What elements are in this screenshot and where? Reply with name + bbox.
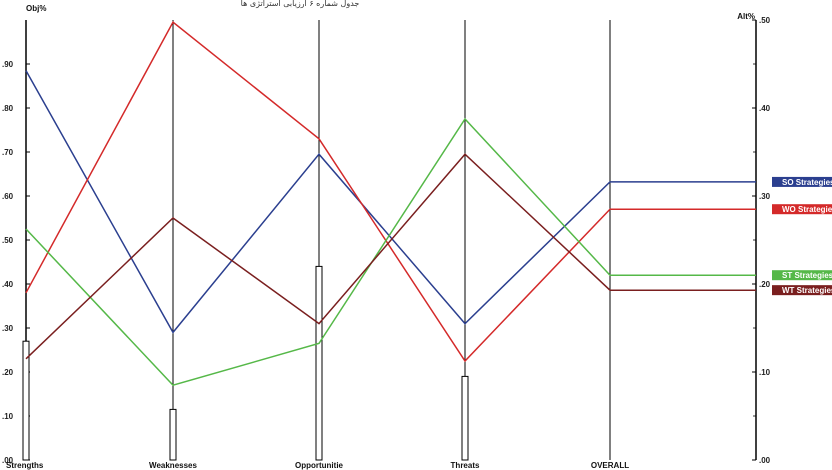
legend-label: SO Strategies [782, 178, 832, 187]
criterion-weight-bar [22, 340, 30, 461]
criterion-label: Opportunitie [295, 461, 344, 470]
right-tick-label: .30 [759, 192, 771, 201]
criterion-weight-bar [169, 408, 177, 461]
left-tick-label: .70 [2, 148, 14, 157]
criterion-label: Threats [451, 461, 480, 470]
right-tick-label: .00 [759, 456, 771, 465]
strategy-lines [25, 21, 756, 387]
axes: .00 .10 .20 .30 .40 .50 .60 .70 .80 .90 .00 .10 .20.… [2, 16, 771, 470]
left-axis-label: Obj% [26, 4, 46, 13]
right-tick-label: .50 [759, 16, 771, 25]
left-tick-label: .50 [2, 236, 14, 245]
criterion-weight-bar [315, 265, 323, 461]
left-tick-label: .90 [2, 60, 14, 69]
left-tick-label: .20 [2, 368, 14, 377]
left-tick-label: .60 [2, 192, 14, 201]
right-tick-label: .20 [759, 280, 771, 289]
legend: SO Strategies WO Strategies ST Strategies W… [772, 176, 832, 296]
series-line [25, 117, 756, 387]
criterion-weight-bar [461, 375, 469, 461]
legend-swatch [772, 270, 832, 281]
series-line [25, 153, 756, 360]
legend-swatch [772, 176, 832, 187]
left-tick-label: .40 [2, 280, 14, 289]
right-tick-label: .40 [759, 104, 771, 113]
left-tick-label: .10 [2, 412, 14, 421]
left-tick-label: .80 [2, 104, 14, 113]
legend-label: ST Strategies [782, 271, 832, 280]
series-line [25, 70, 756, 334]
left-tick-label: .00 [2, 456, 14, 465]
criterion-label: Weaknesses [149, 461, 197, 470]
criterion-label: OVERALL [591, 461, 629, 470]
series-line [25, 21, 756, 363]
legend-label: WO Strategies [782, 205, 832, 214]
top-caption: جدول شماره ۶ ارزیابی استراتژی ها [241, 0, 360, 8]
criteria-weight-bars [22, 265, 469, 461]
legend-swatch [772, 285, 832, 296]
right-tick-label: .10 [759, 368, 771, 377]
legend-label: WT Strategies [782, 286, 832, 295]
right-axis-label: Alt% [737, 12, 755, 21]
legend-swatch [772, 204, 832, 215]
left-tick-label: .30 [2, 324, 14, 333]
criterion-label: Strengths [6, 461, 44, 470]
